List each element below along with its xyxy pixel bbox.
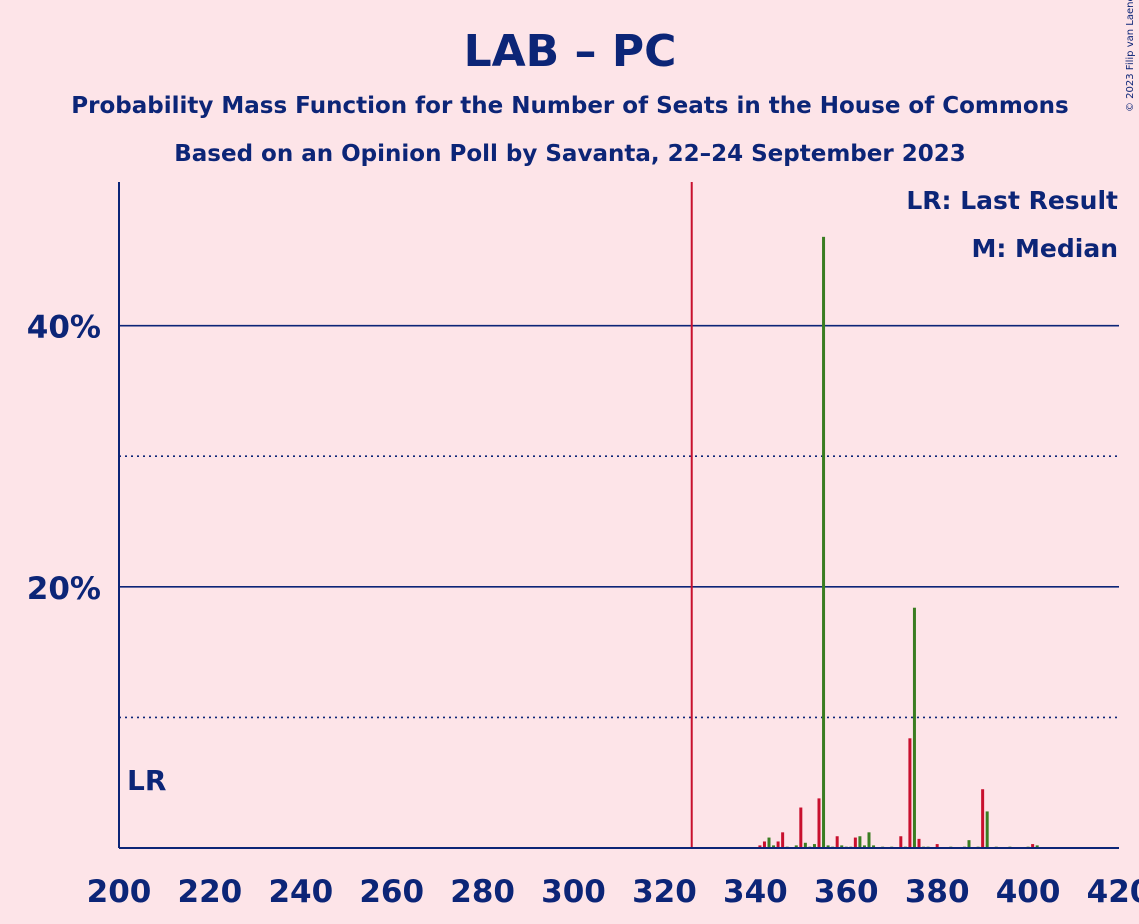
bar-350 (799, 807, 803, 848)
bar-364 (862, 845, 866, 848)
bar-362 (853, 837, 857, 848)
bar-402 (1035, 845, 1039, 848)
bar-342 (762, 841, 766, 848)
bar-344 (772, 845, 776, 848)
x-tick-label: 260 (359, 874, 424, 910)
legend-median: M: Median (971, 234, 1118, 263)
x-tick-label: 320 (632, 874, 697, 910)
bar-380 (935, 844, 939, 848)
last-result-marker: LR (127, 764, 166, 797)
x-tick-label: 240 (268, 874, 333, 910)
bar-390 (981, 789, 985, 848)
x-axis-ticks: 200 220 240 260 280 300 320 340 360 380 400 420 (87, 874, 1139, 910)
bar-356 (826, 845, 830, 848)
bar-359 (840, 845, 844, 848)
x-tick-label: 200 (87, 874, 152, 910)
bar-353 (812, 844, 816, 848)
bar-387 (967, 840, 971, 848)
chart-subtitle: Probability Mass Function for the Number… (71, 93, 1068, 119)
chart-subtitle-source: Based on an Opinion Poll by Savanta, 22–… (174, 141, 966, 167)
legend-last-result: LR: Last Result (906, 186, 1118, 215)
bar-358 (835, 836, 839, 848)
bar-365 (867, 832, 871, 848)
bar-375 (912, 607, 916, 848)
x-tick-label: 380 (905, 874, 970, 910)
bar-366 (872, 845, 876, 848)
bar-349 (794, 845, 798, 848)
x-tick-label: 220 (178, 874, 243, 910)
bar-341 (758, 845, 762, 848)
bar-391 (985, 811, 989, 848)
x-tick-label: 400 (996, 874, 1061, 910)
bar-345 (776, 841, 780, 848)
bar-372 (899, 836, 903, 848)
bar-401 (1031, 844, 1035, 848)
chart-title: LAB – PC (464, 26, 677, 77)
bar-355 (822, 236, 826, 849)
bar-343 (767, 837, 771, 848)
bar-series (758, 236, 1039, 849)
x-tick-label: 420 (1087, 874, 1139, 910)
grid-lines (119, 324, 1119, 719)
y-tick-label: 20% (27, 571, 101, 607)
x-tick-label: 360 (814, 874, 879, 910)
bar-376 (917, 838, 921, 848)
bar-351 (803, 842, 807, 848)
bar-363 (858, 836, 862, 848)
y-axis-ticks: 20% 40% (27, 310, 101, 607)
x-tick-label: 300 (541, 874, 606, 910)
bar-374 (908, 738, 912, 848)
x-tick-label: 280 (450, 874, 515, 910)
y-tick-label: 40% (27, 310, 101, 346)
copyright-notice: © 2023 Filip van Laenen (1125, 0, 1136, 112)
x-tick-label: 340 (723, 874, 788, 910)
bar-354 (817, 798, 821, 848)
bar-346 (781, 832, 785, 848)
